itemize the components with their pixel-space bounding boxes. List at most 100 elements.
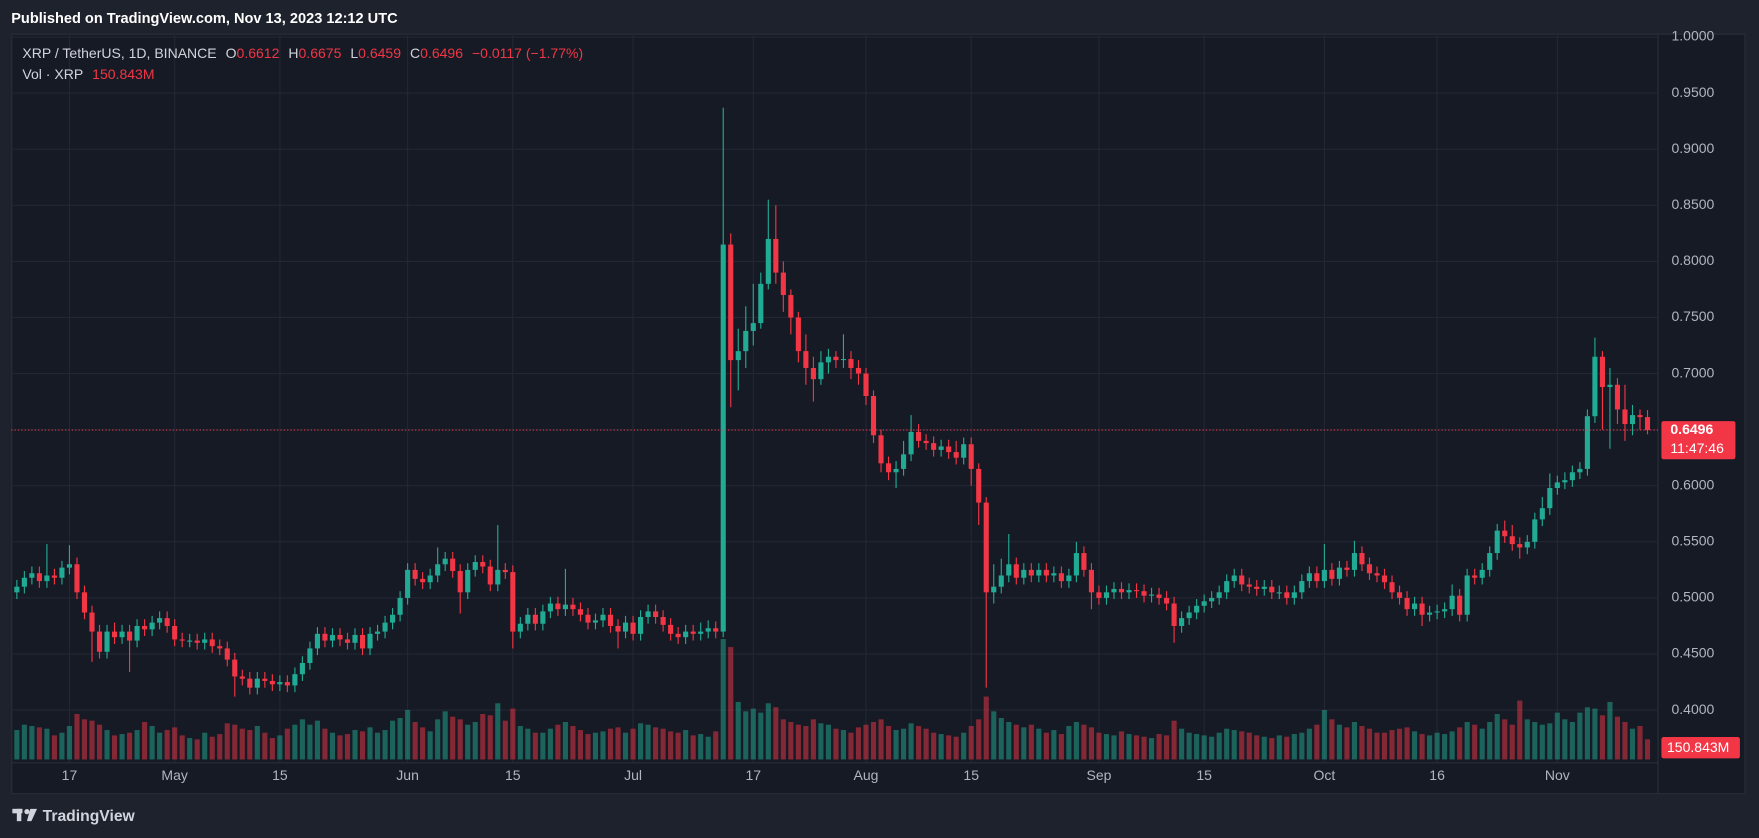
volume-bar [277, 735, 283, 760]
y-tick-label: 0.7500 [1671, 308, 1714, 324]
volume-bar [743, 711, 749, 760]
candle-body [795, 317, 801, 352]
candle-body [901, 454, 907, 469]
volume-bar [1306, 728, 1312, 760]
volume-bar [1141, 736, 1147, 760]
volume-bars [14, 639, 1651, 760]
volume-bar [773, 707, 779, 760]
volume-bar [1261, 736, 1267, 760]
volume-bar [1209, 736, 1215, 760]
volume-bar [1351, 722, 1358, 760]
candle-body [1427, 612, 1433, 615]
candle-body [1419, 603, 1425, 615]
volume-bar [164, 730, 170, 760]
volume-bar [322, 728, 328, 760]
candle-body [818, 362, 824, 380]
volume-bar [863, 724, 869, 760]
candle-body [1306, 573, 1312, 582]
x-tick-label: Jun [396, 767, 419, 783]
candle-body [307, 648, 313, 663]
volume-bar [1051, 730, 1057, 760]
candle-body [1066, 575, 1072, 582]
candle-body [157, 618, 163, 623]
price-label-box [1661, 421, 1736, 460]
volume-bar [1299, 732, 1305, 760]
y-tick-label: 0.7000 [1671, 364, 1714, 380]
volume-bar [1164, 735, 1170, 760]
candle-body [480, 562, 486, 567]
candle-body [1291, 592, 1297, 598]
volume-bar [1201, 735, 1207, 760]
volume-bar [705, 736, 711, 760]
candle-body [750, 323, 756, 331]
volume-bar [1231, 730, 1237, 760]
candle-body [81, 592, 88, 613]
candle-body [1239, 575, 1245, 585]
y-tick-label: 1.0000 [1671, 28, 1714, 44]
candle-body [367, 633, 373, 649]
candle-body [638, 616, 644, 634]
candle-body [1592, 356, 1598, 417]
volume-bar [359, 731, 366, 760]
candle-body [149, 622, 155, 630]
footer-logo [12, 808, 38, 822]
volume-bar [991, 711, 997, 760]
candle-body [1629, 415, 1636, 425]
candle-body [1299, 581, 1305, 593]
volume-bar [36, 727, 42, 760]
candle-body [1502, 530, 1508, 537]
volume-bar [187, 738, 193, 760]
candle-body [352, 634, 358, 643]
volume-bar [547, 728, 553, 760]
candle-body [1329, 569, 1335, 579]
candle-body [111, 631, 118, 638]
volume-bar [938, 734, 944, 760]
ohlc-label: C [410, 45, 420, 61]
candle-body [209, 639, 215, 647]
volume-bar [390, 720, 396, 760]
volume-bar [397, 717, 403, 760]
volume-bar [810, 719, 816, 760]
volume-bar [803, 726, 809, 760]
x-tick-label: Aug [854, 767, 879, 783]
volume-bar [645, 724, 651, 760]
x-tick-label: 16 [1429, 767, 1445, 783]
volume-bar [638, 723, 644, 760]
candle-body [517, 623, 523, 632]
volume-bar [1066, 726, 1072, 760]
volume-bar [765, 703, 771, 760]
candle-body [21, 577, 27, 587]
volume-bar [1126, 734, 1132, 760]
candle-body [1269, 586, 1275, 593]
volume-bar [1179, 728, 1185, 760]
candle-body [1359, 553, 1365, 565]
volume-bar [833, 728, 839, 760]
candle-body [1351, 553, 1358, 570]
candle-body [1321, 569, 1327, 582]
candle-body [74, 564, 80, 593]
volume-bar [89, 720, 95, 760]
volume-bar [788, 722, 794, 760]
volume-bar [74, 713, 80, 760]
volume-bar [1494, 713, 1500, 760]
volume-bar [104, 730, 110, 760]
candle-body [1374, 573, 1380, 576]
candle-body [1344, 567, 1350, 570]
volume-bar [480, 713, 486, 760]
volume-bar [525, 728, 531, 760]
candle-body [1141, 591, 1147, 596]
volume-bar [1592, 708, 1598, 760]
volume-bar [239, 728, 245, 760]
volume-bar [1607, 701, 1613, 760]
ohlc-label: O [226, 45, 237, 61]
x-tick-label: 15 [505, 767, 521, 783]
candle-body [1201, 601, 1207, 606]
volume-bar [1517, 700, 1523, 760]
volume-bar [1006, 722, 1012, 760]
candle-body [1412, 603, 1418, 610]
candle-body [472, 562, 478, 570]
volume-bar [127, 732, 133, 760]
candle-body [788, 295, 794, 318]
volume-bar [59, 732, 65, 760]
volume-bar [1412, 731, 1418, 760]
